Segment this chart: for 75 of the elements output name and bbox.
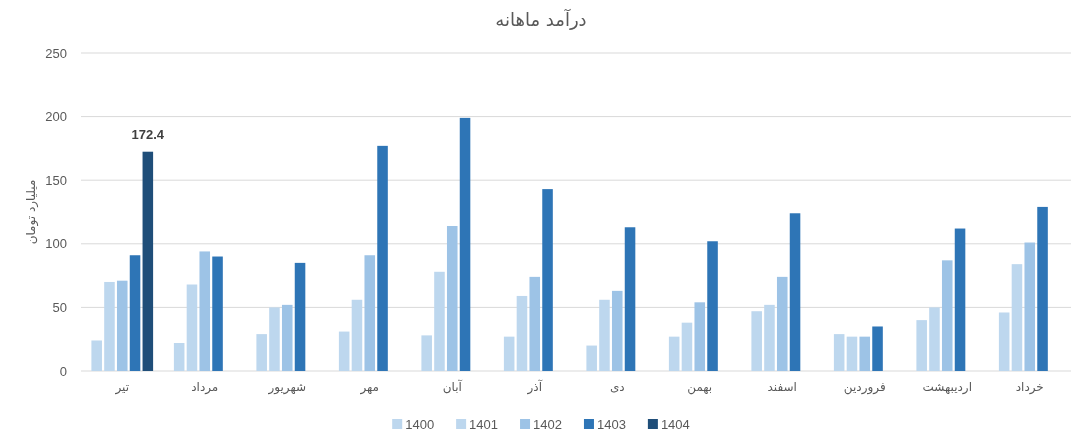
bar <box>916 320 927 371</box>
bar <box>529 276 541 371</box>
bar <box>789 213 801 371</box>
bar <box>707 241 718 371</box>
x-tick-label: آذر <box>526 379 543 395</box>
bar <box>516 295 528 371</box>
bar <box>351 299 363 371</box>
bar <box>751 311 762 371</box>
bar <box>421 335 432 371</box>
bar <box>998 312 1010 371</box>
legend-label: 1404 <box>660 417 690 432</box>
bar <box>668 336 680 371</box>
bar <box>859 336 871 371</box>
bar <box>91 340 102 371</box>
bar <box>503 336 515 371</box>
bar <box>1037 206 1048 371</box>
legend-label: 1402 <box>533 417 562 432</box>
bar <box>941 260 953 371</box>
bar <box>1024 242 1036 371</box>
y-tick-label: 250 <box>45 45 67 61</box>
legend-label: 1400 <box>405 417 435 432</box>
x-tick-label: اردیبهشت <box>922 380 972 395</box>
bar <box>599 299 610 371</box>
y-tick-label: 150 <box>45 172 67 188</box>
bar <box>434 271 445 371</box>
bar <box>338 331 350 371</box>
chart-title: درآمد ماهانه <box>495 8 587 30</box>
bar <box>954 228 966 371</box>
x-tick-label: تیر <box>114 380 130 395</box>
y-tick-label: 0 <box>59 363 67 379</box>
bar <box>173 343 185 371</box>
bar <box>446 225 458 371</box>
x-tick-label: بهمن <box>687 380 713 395</box>
bar <box>116 280 128 371</box>
bar <box>377 145 388 371</box>
bar <box>212 256 223 371</box>
x-tick-label: آبان <box>442 379 463 394</box>
bar <box>104 281 115 371</box>
bar <box>142 151 154 371</box>
y-tick-label: 200 <box>45 109 67 125</box>
bar <box>294 262 306 371</box>
data-label: 172.4 <box>131 126 165 142</box>
bar <box>1011 264 1023 371</box>
x-tick-label: فروردین <box>843 380 886 395</box>
bar <box>199 251 211 371</box>
x-tick-label: اسفند <box>767 380 797 394</box>
bar <box>764 304 775 371</box>
bar <box>681 322 693 371</box>
y-tick-label: 100 <box>45 236 67 252</box>
bar <box>929 307 940 371</box>
x-tick-label: شهریور <box>267 380 307 395</box>
bar <box>776 276 788 371</box>
bar <box>269 307 280 371</box>
bar <box>624 227 636 371</box>
bar <box>872 326 883 371</box>
y-axis-title: میلیارد تومان <box>24 179 39 245</box>
bar <box>611 290 623 371</box>
x-tick-label: مرداد <box>191 380 219 395</box>
x-tick-label: خرداد <box>1015 380 1044 395</box>
bar <box>256 334 267 371</box>
bar <box>586 345 597 371</box>
bar <box>459 117 471 371</box>
bar <box>186 284 198 371</box>
bar <box>694 302 706 371</box>
legend-label: 1401 <box>469 417 499 432</box>
bar <box>846 336 858 371</box>
bar <box>833 334 845 371</box>
x-tick-label: دی <box>609 380 625 394</box>
y-tick-label: 50 <box>52 299 67 315</box>
bar <box>364 255 376 371</box>
bar <box>281 304 293 371</box>
legend-label: 1403 <box>596 417 626 432</box>
bar <box>542 189 553 371</box>
x-tick-label: مهر <box>359 380 380 395</box>
bar <box>129 255 141 371</box>
